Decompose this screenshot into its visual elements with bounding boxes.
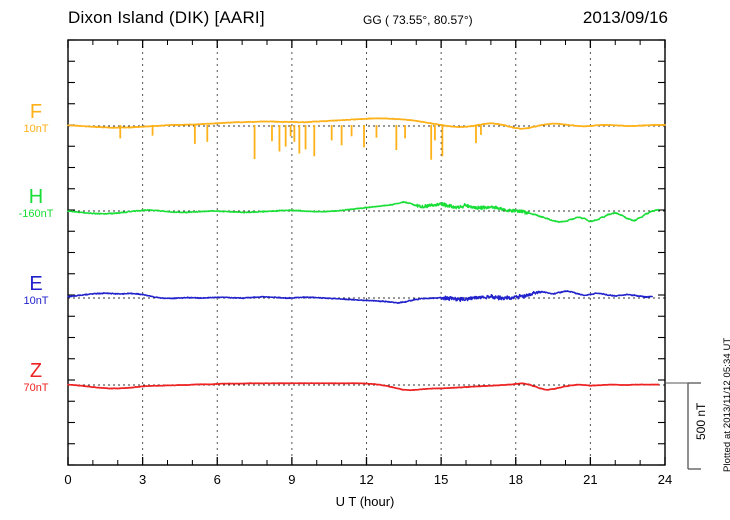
- x-tick-label-12: 12: [359, 472, 374, 487]
- grid-lines: [142, 40, 591, 465]
- x-tick-label-15: 15: [433, 472, 449, 487]
- geographic-coordinates: GG ( 73.55°, 80.57°): [363, 13, 473, 27]
- scale-bar: [665, 382, 701, 470]
- trace-z: [67, 382, 660, 392]
- plot-frame: [67, 39, 666, 466]
- axis-ticks: [67, 39, 666, 466]
- data-traces: [67, 117, 666, 392]
- x-tick-label-9: 9: [288, 472, 296, 487]
- x-tick-label-18: 18: [508, 472, 523, 487]
- plotted-timestamp: Plotted at 2013/11/12 05:34 UT: [722, 337, 730, 472]
- trace-f: [67, 117, 666, 160]
- x-tick-label-6: 6: [213, 472, 221, 487]
- x-tick-label-24: 24: [657, 472, 673, 487]
- page-title: Dixon Island (DIK) [AARI]: [68, 8, 265, 27]
- trace-e: [67, 290, 653, 304]
- x-axis-title: U T (hour): [335, 494, 395, 509]
- chart-header: Dixon Island (DIK) [AARI] GG ( 73.55°, 8…: [0, 0, 730, 38]
- x-tick-label-21: 21: [583, 472, 598, 487]
- x-tick-label-3: 3: [139, 472, 147, 487]
- observation-date: 2013/09/16: [582, 8, 668, 27]
- trace-h: [67, 200, 660, 224]
- scale-bar-label: 500 nT: [694, 402, 708, 440]
- x-tick-label-0: 0: [64, 472, 72, 487]
